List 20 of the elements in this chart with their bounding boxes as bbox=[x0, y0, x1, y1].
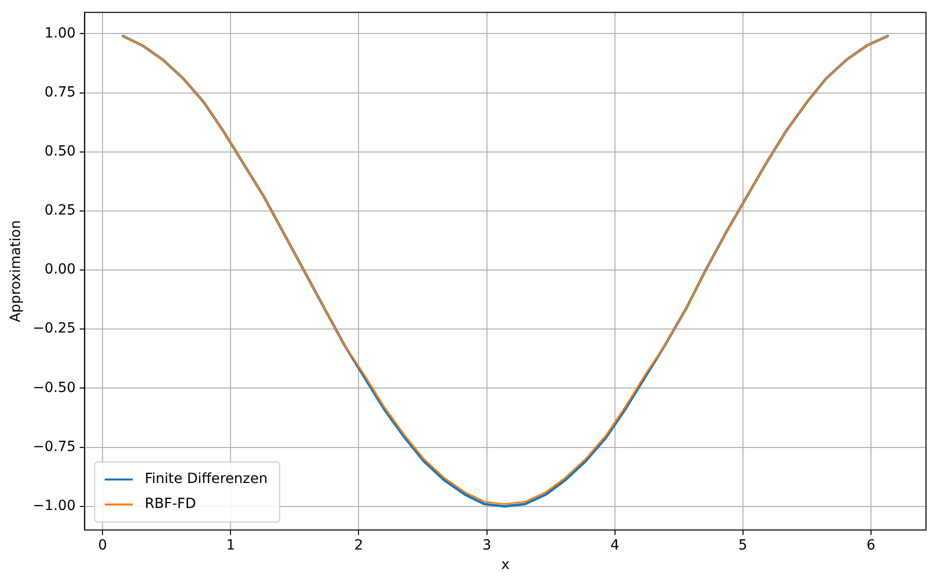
x-tick-label: 1 bbox=[226, 538, 236, 554]
y-tick-label: −1.00 bbox=[32, 498, 76, 514]
y-tick-label: −0.50 bbox=[32, 380, 76, 396]
y-tick-label: 0.25 bbox=[44, 202, 76, 219]
x-tick-label: 2 bbox=[354, 538, 364, 554]
y-tick-label: −0.75 bbox=[32, 438, 76, 455]
x-tick-label: 6 bbox=[866, 538, 876, 554]
legend-label: RBF-FD bbox=[144, 496, 196, 512]
x-axis-title: x bbox=[501, 557, 510, 574]
y-axis-title: Approximation bbox=[8, 220, 24, 322]
x-tick-label: 3 bbox=[482, 538, 492, 554]
y-tick-label: 0.50 bbox=[44, 143, 76, 160]
y-tick-label: 0.00 bbox=[44, 262, 76, 278]
x-tick-label: 0 bbox=[98, 538, 108, 554]
x-tick-label: 5 bbox=[738, 538, 748, 554]
legend-label: Finite Differenzen bbox=[144, 471, 268, 488]
y-tick-label: −0.25 bbox=[32, 320, 76, 337]
y-tick-label: 0.75 bbox=[44, 84, 76, 100]
y-tick-label: 1.00 bbox=[44, 25, 76, 42]
x-tick-label: 4 bbox=[610, 538, 620, 554]
